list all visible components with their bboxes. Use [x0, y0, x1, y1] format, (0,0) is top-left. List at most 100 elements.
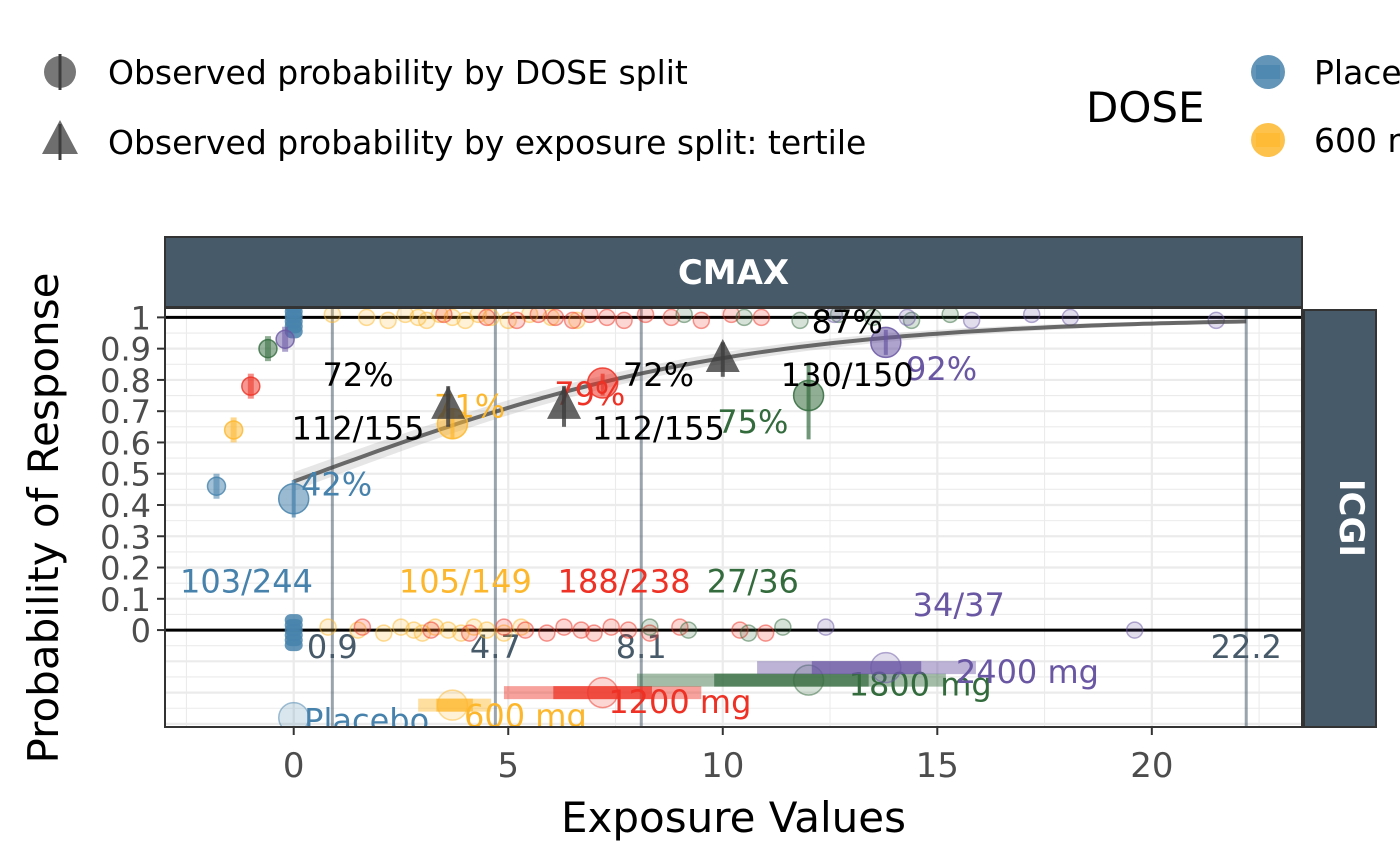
- y-tick-label: 0.5: [100, 456, 151, 494]
- observation-dot-response: [864, 308, 882, 327]
- observation-dot-response: [1022, 308, 1041, 324]
- axes: 0 5 10 15 2000.10.20.30.40.50.60.70.80.91Exp…: [19, 273, 1173, 842]
- exposure-median-point: [277, 701, 310, 727]
- x-tick-label: 5: [497, 746, 519, 786]
- right-facet-strip: [1303, 309, 1377, 728]
- logistic-fit-band: [293, 319, 1247, 491]
- observation-dot-response: [598, 308, 616, 327]
- observation-dot-response: [675, 308, 693, 324]
- dose-count-label: 27/36: [707, 563, 799, 601]
- y-tick-label: 1: [131, 299, 151, 337]
- observation-dot-response: [791, 311, 809, 330]
- observation-dot-response: [546, 308, 565, 327]
- top-facet-strip: [164, 236, 1303, 308]
- observation-dot-response: [323, 308, 342, 324]
- facet-strips: CMAX ICGI: [164, 236, 1377, 728]
- observation-dot-response: [581, 308, 599, 324]
- observation-dot-nonresponse: [641, 618, 659, 636]
- observation-dot-nonresponse: [460, 624, 479, 642]
- legend-color-key-icon: [1251, 123, 1285, 157]
- y-tick-label: 0.7: [100, 393, 151, 431]
- panel-grid: [165, 308, 1302, 727]
- observation-dot-nonresponse: [602, 618, 620, 636]
- y-axis-title: Probability of Response: [19, 273, 68, 764]
- observation-dot-nonresponse: [478, 621, 496, 639]
- observation-dot-response: [563, 311, 582, 330]
- legend: Observed probability by DOSE split Observ…: [42, 53, 1400, 162]
- observation-dot-nonresponse: [516, 621, 535, 639]
- observation-dot-nonresponse: [375, 624, 393, 642]
- legend-color-label: Placebo: [1314, 53, 1400, 92]
- panel-background: [165, 308, 1302, 727]
- observation-dot-response: [735, 308, 753, 327]
- dose-jitter-point: [275, 329, 295, 350]
- y-tick-label: 0.6: [100, 424, 151, 462]
- exposure-median-point: [870, 651, 902, 684]
- observation-dot-response: [636, 308, 655, 324]
- exposure-percent-label: 87%: [812, 303, 883, 341]
- observation-dot-nonresponse: [679, 621, 698, 639]
- observation-dot-response: [898, 308, 917, 327]
- dose-range-label: 2400 mg: [956, 653, 1099, 691]
- observation-dot-response: [662, 308, 681, 327]
- exposure-percent-label: 72%: [323, 356, 394, 394]
- legend-color-label: 600 mg: [1314, 121, 1400, 160]
- dose-jitter-point: [206, 476, 227, 496]
- observation-dot-nonresponse: [816, 618, 835, 636]
- observation-dot-nonresponse: [572, 621, 590, 639]
- observation-dot-nonresponse: [619, 621, 638, 639]
- observation-dot-nonresponse: [353, 618, 372, 636]
- x-tick-label: 20: [1130, 746, 1173, 786]
- dose-percent-label: 42%: [301, 466, 372, 504]
- y-tick-label: 0.8: [100, 362, 151, 400]
- right-facet-label: ICGI: [1331, 479, 1371, 557]
- placebo-observation-low: [284, 639, 303, 652]
- observation-dot-nonresponse: [756, 624, 775, 642]
- dose-range-label: Placebo: [304, 702, 429, 740]
- exposure-split-triangle: [705, 339, 740, 373]
- observation-dot-nonresponse: [641, 624, 659, 642]
- observation-dot-nonresponse: [739, 624, 758, 642]
- observation-dot-nonresponse: [774, 618, 792, 636]
- observation-dot-response: [482, 308, 500, 327]
- observation-dot-response: [941, 308, 959, 324]
- dose-count-label: 188/238: [558, 563, 691, 601]
- observation-dot-nonresponse: [538, 624, 556, 642]
- exposure-count-label: 112/155: [592, 409, 725, 447]
- observation-dot-nonresponse: [422, 621, 440, 639]
- observation-dot-response: [825, 308, 844, 324]
- observation-dot-response: [615, 311, 633, 330]
- dose-probability-point: [870, 326, 902, 359]
- x-tick-label: 0: [283, 746, 305, 786]
- observation-dot-nonresponse: [1125, 621, 1144, 639]
- exposure-split-triangle: [547, 385, 582, 419]
- dose-jitter-point: [258, 338, 278, 359]
- y-tick-label: 0.9: [100, 331, 151, 369]
- legend-shape-label: Observed probability by DOSE split: [108, 53, 688, 92]
- y-tick-label: 0.2: [100, 550, 151, 588]
- observation-dot-response: [752, 308, 771, 327]
- y-tick-label: 0.4: [100, 487, 151, 525]
- exposure-percent-label: 72%: [623, 356, 694, 394]
- exposure-split-triangle: [431, 385, 466, 419]
- dose-range-label: 1200 mg: [608, 683, 751, 721]
- y-tick-label: 0: [131, 612, 151, 650]
- x-tick-label: 15: [916, 746, 959, 786]
- x-axis-title: Exposure Values: [561, 793, 906, 842]
- dose-percent-label: 75%: [717, 403, 788, 441]
- dose-percent-label: 92%: [906, 350, 977, 388]
- dose-count-label: 103/244: [180, 563, 313, 601]
- dose-count-label: 105/149: [399, 563, 532, 601]
- observation-dot-nonresponse: [495, 624, 513, 642]
- dose-range-label: 600 mg: [464, 697, 587, 735]
- dose-probability-point: [586, 367, 619, 399]
- observation-dot-response: [692, 311, 711, 330]
- observation-dot-response: [508, 311, 526, 330]
- dose-jitter-point: [223, 420, 244, 440]
- dose-jitter-point: [241, 376, 261, 396]
- observation-dot-nonresponse: [319, 618, 337, 636]
- observation-dot-response: [1061, 308, 1080, 327]
